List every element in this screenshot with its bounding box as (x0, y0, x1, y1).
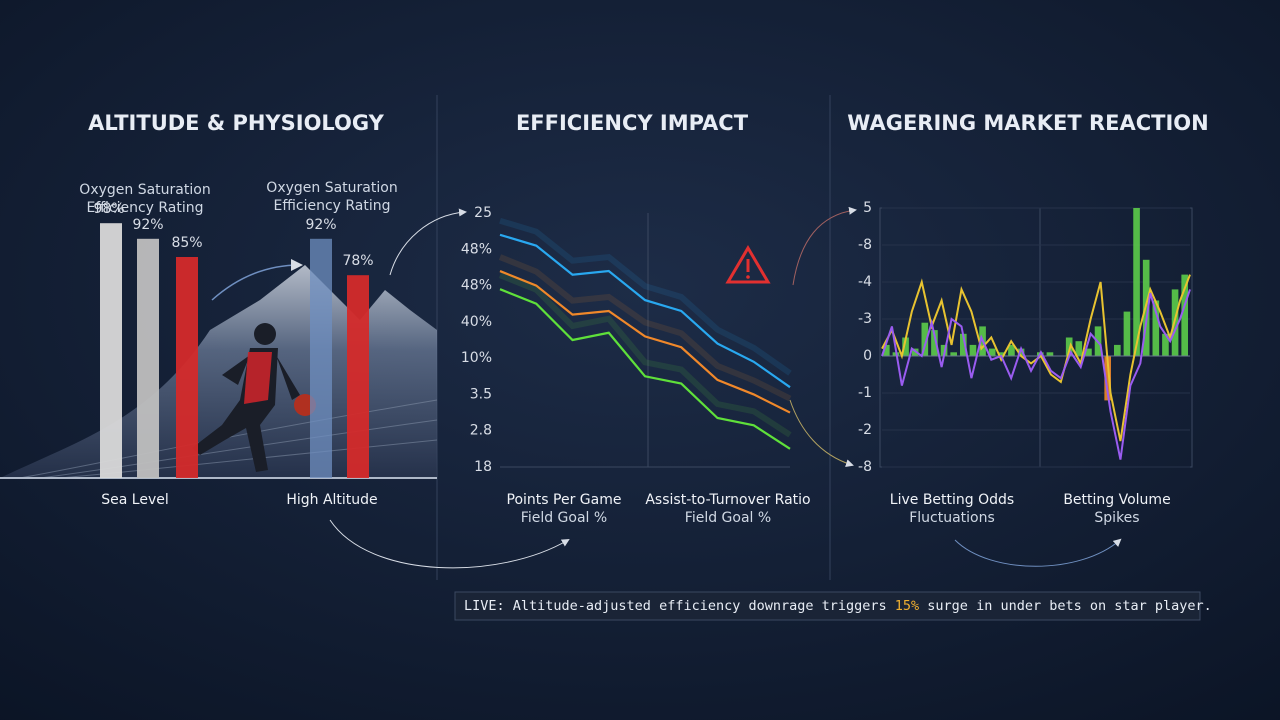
y-tick-label: 10% (461, 350, 492, 366)
line-glow (498, 272, 792, 438)
arrow (329, 519, 570, 569)
bar (950, 352, 957, 356)
bar (1162, 333, 1169, 356)
y-tick-label: 25 (474, 205, 492, 221)
bar (310, 238, 332, 478)
ticker: LIVE: Altitude-adjusted efficiency downr… (464, 598, 1212, 614)
legend-label: Fluctuations (909, 510, 995, 526)
legend-label: Assist-to-Turnover Ratio (645, 492, 810, 508)
jersey (244, 352, 272, 404)
ticker-highlight: 15% (895, 598, 919, 614)
ticker-text: LIVE: Altitude-adjusted efficiency downr… (464, 598, 895, 614)
bar (137, 238, 159, 478)
legend-label: Spikes (1094, 510, 1139, 526)
bar (1065, 337, 1073, 356)
value-label: 92% (132, 217, 163, 233)
bar (902, 337, 909, 356)
bar (988, 348, 996, 356)
ticker-box (454, 591, 1201, 621)
bar (1008, 344, 1015, 356)
arrow (792, 206, 857, 286)
bar (1133, 208, 1140, 356)
line (499, 288, 791, 450)
y-tick-label: -8 (858, 237, 872, 253)
y-tick-label: 48% (461, 241, 492, 257)
group-label: Oxygen Saturation (266, 180, 397, 196)
panel-title: WAGERING MARKET REACTION (847, 111, 1208, 135)
bar (347, 275, 369, 478)
legend-label: Live Betting Odds (890, 492, 1014, 508)
group-label: Oxygen Saturation (79, 182, 210, 198)
bar (1114, 344, 1121, 356)
line-glow (499, 217, 792, 376)
panel-title: ALTITUDE & PHYSIOLOGY (88, 111, 385, 135)
legend-label: Betting Volume (1063, 492, 1170, 508)
ticker-text: surge in under bets on star player. (919, 598, 1212, 614)
legend-label: Field Goal % (685, 510, 771, 526)
group-label: Efficiency Rating (273, 198, 390, 214)
bar (931, 330, 938, 356)
bar (1075, 341, 1083, 356)
line (881, 289, 1191, 460)
bar (1085, 348, 1092, 356)
y-tick-label: 5 (863, 200, 872, 216)
bar (1046, 352, 1054, 356)
line (499, 270, 791, 414)
line-glow (498, 254, 792, 402)
y-tick-label: 0 (863, 348, 872, 364)
category-label: High Altitude (286, 492, 377, 508)
bar (921, 322, 929, 356)
arrow (211, 259, 303, 301)
bar (1104, 356, 1111, 401)
y-tick-label: 18 (474, 459, 492, 475)
value-label: 92% (305, 217, 336, 233)
bar (1017, 348, 1025, 356)
bar (176, 257, 198, 478)
arrow (789, 399, 854, 468)
bar (969, 344, 977, 356)
panel-title: EFFICIENCY IMPACT (516, 111, 749, 135)
y-tick-label: -8 (858, 459, 872, 475)
y-tick-label: 2.8 (470, 423, 492, 439)
value-label: 85% (171, 235, 202, 251)
bar (100, 223, 122, 478)
arrow (389, 208, 467, 276)
y-tick-label: 40% (461, 314, 492, 330)
y-tick-label: -4 (858, 274, 872, 290)
bar (1123, 311, 1131, 356)
bar (1181, 274, 1188, 356)
value-label: 98% (93, 201, 124, 217)
legend-label: Points Per Game (507, 492, 622, 508)
y-tick-label: 48% (461, 278, 492, 294)
y-tick-label: -2 (858, 422, 872, 438)
bar (960, 333, 967, 356)
y-tick-label: 3.5 (470, 386, 492, 402)
legend-label: Field Goal % (521, 510, 607, 526)
line (499, 233, 791, 389)
group-label: Efficiency Rating (86, 200, 203, 216)
bar (883, 344, 890, 356)
warning-icon (725, 245, 771, 284)
y-tick-label: -3 (858, 311, 872, 327)
category-label: Sea Level (101, 492, 168, 508)
arrow (954, 538, 1122, 567)
value-label: 78% (342, 253, 373, 269)
y-tick-label: -1 (858, 385, 872, 401)
bar (1152, 300, 1160, 356)
bar (998, 352, 1006, 356)
